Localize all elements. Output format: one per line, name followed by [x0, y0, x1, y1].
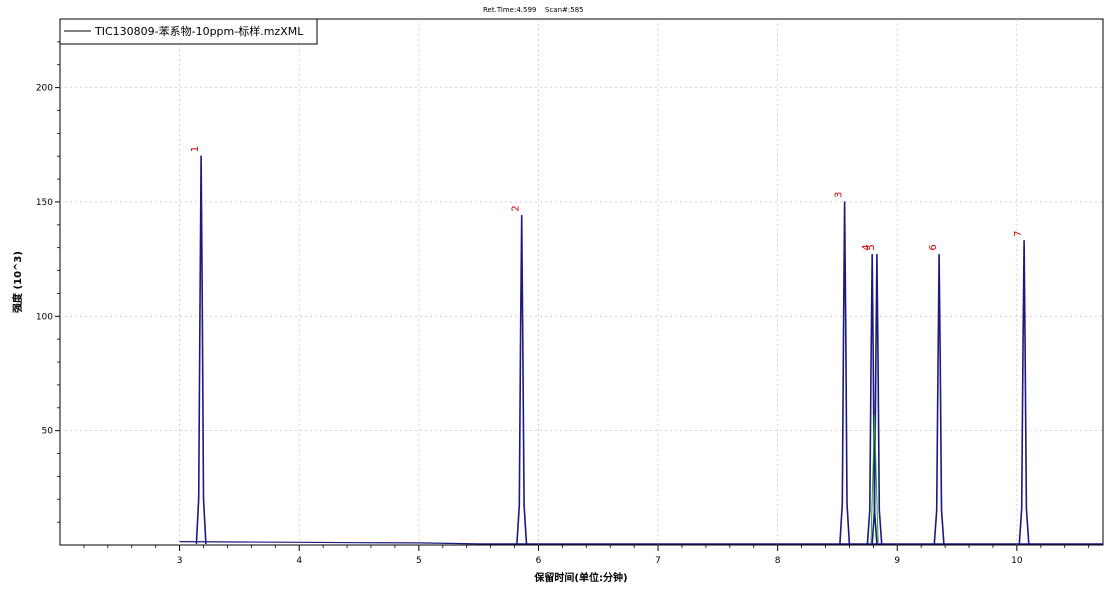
- y-tick-label: 100: [36, 312, 53, 322]
- baseline-layer: [179, 540, 1103, 545]
- peak-label-1: 1: [190, 146, 201, 152]
- peak-layer: 1 2 3 45 6 7: [190, 146, 1030, 544]
- x-tick-label: 9: [894, 556, 900, 566]
- peak-2: [516, 214, 528, 544]
- legend: TIC130809-苯系物-10ppm-标样.mzXML: [59, 18, 318, 45]
- peak-label-7: 7: [1013, 230, 1024, 236]
- x-tick-label: 10: [1011, 556, 1023, 566]
- grid-layer: [60, 19, 1103, 545]
- x-tick-label: 5: [416, 556, 422, 566]
- peak-label-6: 6: [928, 244, 939, 250]
- peak-label-5: 5: [866, 244, 877, 250]
- legend-label: TIC130809-苯系物-10ppm-标样.mzXML: [94, 24, 304, 38]
- peak-label-2: 2: [511, 205, 522, 211]
- overlap-inner-trace: [870, 414, 879, 543]
- peak-label-4: 4: [861, 244, 872, 250]
- y-axis-label: 强度 (10^3): [11, 251, 24, 313]
- header-ret-time: Ret.Time:4.599: [483, 6, 536, 14]
- y-tick-label: 150: [36, 198, 53, 208]
- header-scan-number: Scan#:585: [545, 6, 584, 14]
- peak-6: [933, 253, 945, 544]
- x-tick-label: 4: [296, 556, 302, 566]
- peak-5: [871, 253, 883, 544]
- x-axis-label: 保留时间(单位:分钟): [533, 571, 627, 584]
- baseline-trace: [179, 540, 1103, 545]
- x-tick-label: 7: [655, 556, 661, 566]
- y-tick-label: 50: [42, 427, 54, 437]
- peak-label-3: 3: [834, 192, 845, 198]
- x-tick-label: 6: [536, 556, 542, 566]
- peak-1: [195, 155, 207, 544]
- y-tick-label: 200: [36, 84, 53, 94]
- legend-frame: [59, 18, 318, 45]
- peak-7: [1018, 240, 1030, 544]
- x-tick-label: 3: [177, 556, 183, 566]
- peak-3: [839, 201, 851, 544]
- x-tick-label: 8: [775, 556, 781, 566]
- plot-frame: [59, 18, 1104, 546]
